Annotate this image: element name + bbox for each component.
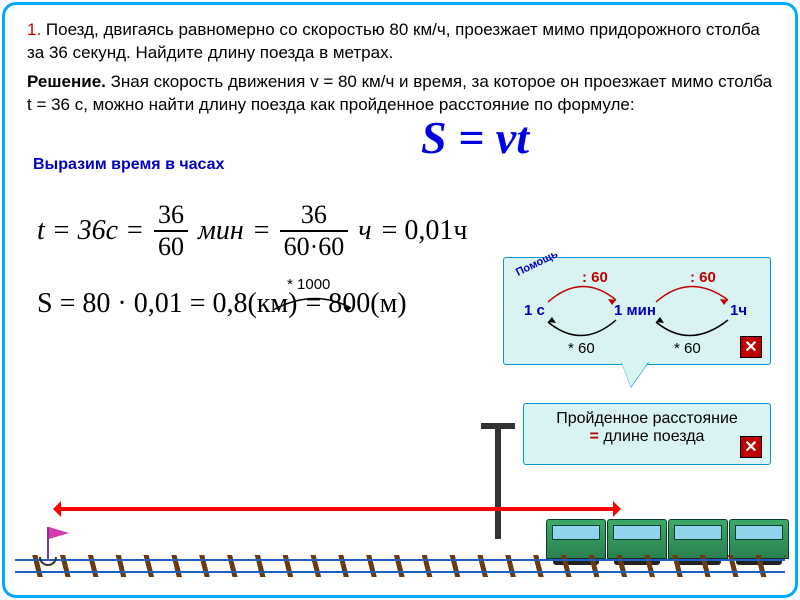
problem-text: 1. Поезд, двигаясь равномерно со скорост… bbox=[27, 19, 773, 65]
flag-marker bbox=[47, 527, 49, 561]
solution-body: Зная скорость движения v = 80 км/ч и вре… bbox=[27, 72, 772, 114]
help-box: Помощь : 60 : 60 1 с 1 мин 1ч * 60 * 60 … bbox=[503, 257, 771, 365]
slide-frame: 1. Поезд, двигаясь равномерно со скорост… bbox=[2, 2, 798, 598]
eq1-frac2: 36 60·60 bbox=[280, 202, 349, 260]
distance-box: Пройденное расстояние = длине поезда ✕ bbox=[523, 403, 771, 465]
help-u1: 1 с bbox=[524, 302, 545, 319]
equation-time: t = 36с = 36 60 мин = 36 60·60 ч = 0,01ч bbox=[37, 202, 773, 260]
flag-triangle bbox=[49, 527, 69, 539]
help-div1: : 60 bbox=[582, 269, 608, 286]
help-u2: 1 мин bbox=[614, 302, 656, 319]
close-icon[interactable]: ✕ bbox=[740, 436, 762, 458]
pole-crossbar bbox=[481, 423, 515, 429]
train-car bbox=[546, 519, 606, 559]
dist-eq: = bbox=[590, 428, 599, 445]
help-box-tail bbox=[621, 361, 649, 387]
railroad-tracks bbox=[15, 555, 785, 577]
eq1-eq: = bbox=[254, 215, 270, 247]
help-u3: 1ч bbox=[730, 302, 747, 319]
problem-body: Поезд, двигаясь равномерно со скоростью … bbox=[27, 20, 760, 62]
times-1000-label: * 1000 bbox=[287, 276, 330, 293]
help-mul2: * 60 bbox=[674, 340, 701, 357]
problem-number: 1. bbox=[27, 20, 41, 39]
rail-bottom bbox=[15, 571, 785, 573]
eq1-frac1: 36 60 bbox=[154, 202, 188, 260]
eq1-unit2: ч bbox=[358, 215, 371, 247]
solution-label: Решение. bbox=[27, 72, 106, 91]
times-1000-arc bbox=[271, 294, 357, 312]
train-car bbox=[729, 519, 789, 559]
dist-line2: длине поезда bbox=[599, 428, 705, 445]
dist-line1: Пройденное расстояние bbox=[556, 410, 738, 427]
roadside-pole bbox=[495, 429, 501, 539]
express-time-label: Выразим время в часах bbox=[33, 156, 773, 174]
train-car bbox=[668, 519, 728, 559]
eq2-p1: S = 80 · 0,01 = 0,8(км) bbox=[37, 288, 297, 320]
length-arrow bbox=[57, 507, 617, 511]
eq1-result: = 0,01ч bbox=[382, 215, 468, 247]
eq1-p1: t = 36с = bbox=[37, 215, 144, 247]
rail-top bbox=[15, 559, 785, 561]
eq1-unit1: мин bbox=[198, 215, 244, 247]
train bbox=[546, 519, 789, 559]
help-mul1: * 60 bbox=[568, 340, 595, 357]
close-icon[interactable]: ✕ bbox=[740, 336, 762, 358]
train-car bbox=[607, 519, 667, 559]
help-div2: : 60 bbox=[690, 269, 716, 286]
